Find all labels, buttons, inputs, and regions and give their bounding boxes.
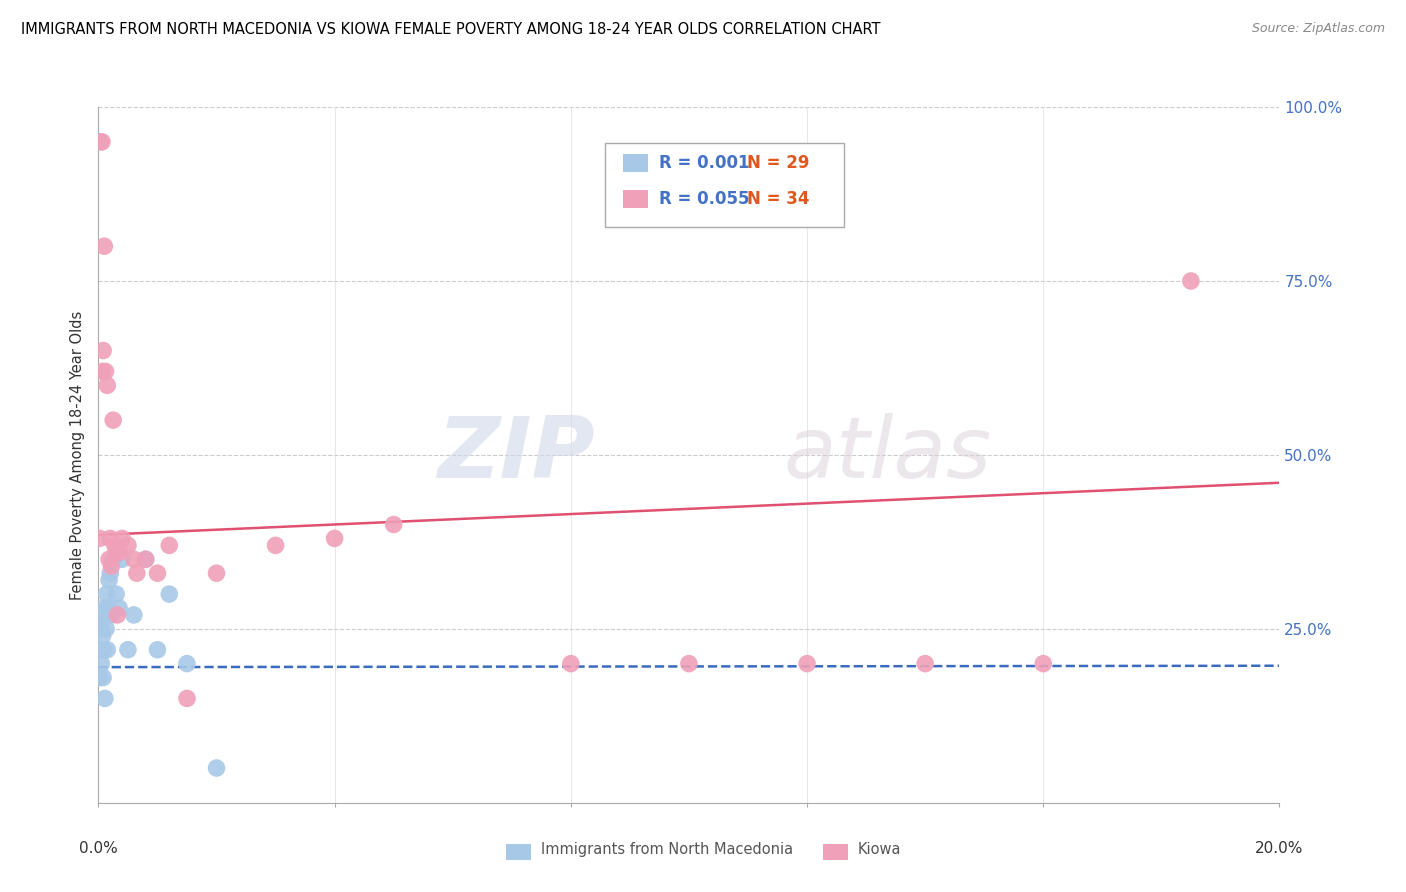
Point xyxy=(103,552,125,566)
Point xyxy=(146,642,169,657)
Point xyxy=(796,657,818,671)
Text: ZIP: ZIP xyxy=(437,413,595,497)
Point xyxy=(146,566,169,581)
Y-axis label: Female Poverty Among 18-24 Year Olds: Female Poverty Among 18-24 Year Olds xyxy=(70,310,86,599)
Point xyxy=(111,532,134,546)
Point xyxy=(264,538,287,552)
Point xyxy=(89,532,111,546)
Point xyxy=(382,517,405,532)
Text: Immigrants from North Macedonia: Immigrants from North Macedonia xyxy=(541,842,793,856)
Point xyxy=(91,135,114,149)
Point xyxy=(97,601,120,615)
Text: 20.0%: 20.0% xyxy=(1256,841,1303,856)
Point xyxy=(93,601,115,615)
Point xyxy=(90,657,112,671)
Point xyxy=(94,364,117,378)
Point xyxy=(96,378,118,392)
Point xyxy=(96,587,118,601)
Point xyxy=(93,239,115,253)
Point xyxy=(108,601,131,615)
Point xyxy=(176,657,198,671)
Point xyxy=(91,671,114,685)
Point xyxy=(89,642,111,657)
Point xyxy=(111,552,134,566)
Text: 0.0%: 0.0% xyxy=(79,841,118,856)
Point xyxy=(91,629,114,643)
Point xyxy=(94,622,117,636)
Point xyxy=(176,691,198,706)
Point xyxy=(135,552,157,566)
Point xyxy=(117,538,139,552)
Point xyxy=(205,566,228,581)
Point xyxy=(135,552,157,566)
Point xyxy=(914,657,936,671)
Point xyxy=(1180,274,1202,288)
Point xyxy=(94,691,117,706)
Text: IMMIGRANTS FROM NORTH MACEDONIA VS KIOWA FEMALE POVERTY AMONG 18-24 YEAR OLDS CO: IMMIGRANTS FROM NORTH MACEDONIA VS KIOWA… xyxy=(21,22,880,37)
Point xyxy=(100,607,122,622)
Point xyxy=(103,413,125,427)
Text: R = 0.055: R = 0.055 xyxy=(659,190,749,208)
Point xyxy=(560,657,582,671)
Point xyxy=(105,607,128,622)
Point xyxy=(122,607,145,622)
Point xyxy=(96,642,118,657)
Point xyxy=(157,587,180,601)
Point xyxy=(98,573,121,587)
Point xyxy=(89,671,111,685)
Point xyxy=(117,642,139,657)
Point xyxy=(91,607,114,622)
Text: N = 29: N = 29 xyxy=(747,154,808,172)
Point xyxy=(105,545,128,559)
Text: Source: ZipAtlas.com: Source: ZipAtlas.com xyxy=(1251,22,1385,36)
Point xyxy=(94,607,117,622)
Point xyxy=(98,532,121,546)
Point xyxy=(157,538,180,552)
Point xyxy=(205,761,228,775)
Point xyxy=(91,364,114,378)
Point xyxy=(90,622,112,636)
Text: N = 34: N = 34 xyxy=(747,190,808,208)
Point xyxy=(91,343,114,358)
Text: Kiowa: Kiowa xyxy=(858,842,901,856)
Point xyxy=(98,552,121,566)
Point xyxy=(93,642,115,657)
Point xyxy=(122,552,145,566)
Point xyxy=(105,587,128,601)
Point xyxy=(1032,657,1054,671)
Point xyxy=(678,657,700,671)
Point xyxy=(98,566,121,581)
Text: R = 0.001: R = 0.001 xyxy=(659,154,749,172)
Text: atlas: atlas xyxy=(783,413,991,497)
Point xyxy=(323,532,346,546)
Point xyxy=(125,566,148,581)
Point xyxy=(100,559,122,574)
Point xyxy=(90,135,112,149)
Point xyxy=(108,545,131,559)
Point xyxy=(104,538,127,552)
